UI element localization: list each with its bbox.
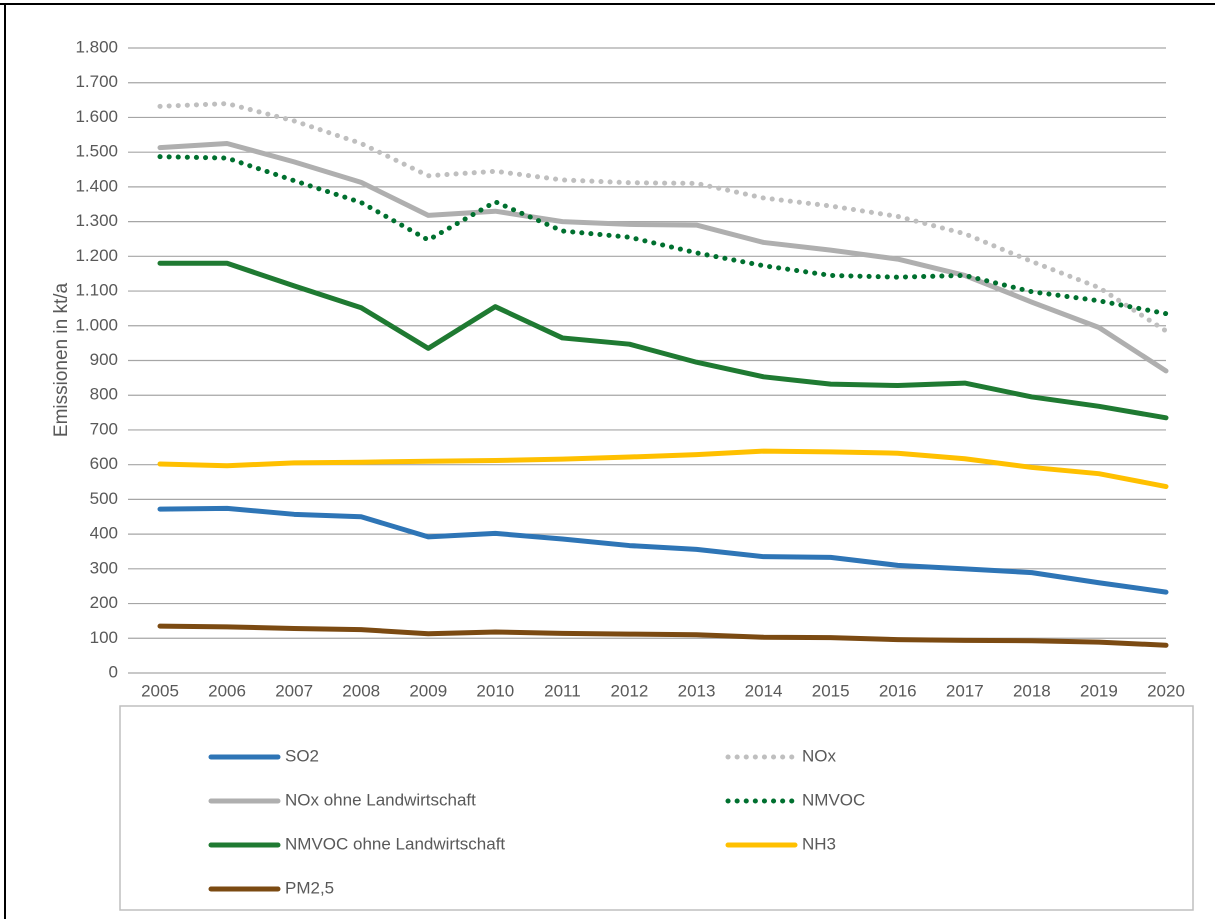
y-axis-title: Emissionen in kt/a (51, 282, 72, 437)
y-tick-label: 1.500 (75, 142, 118, 161)
series-line (157, 623, 1169, 648)
y-tick-label: 1.200 (75, 246, 118, 265)
x-tick-label: 2017 (946, 681, 984, 700)
x-tick-label: 2009 (409, 681, 447, 700)
y-tick-label: 200 (90, 593, 118, 612)
legend-label: SO2 (285, 746, 319, 765)
y-tick-label: 500 (90, 489, 118, 508)
legend-label: NOx ohne Landwirtschaft (285, 790, 476, 809)
y-tick-label: 1.000 (75, 315, 118, 334)
legend-label: NOx (802, 746, 837, 765)
y-tick-label: 300 (90, 558, 118, 577)
x-tick-label: 2005 (141, 681, 179, 700)
y-tick-label: 800 (90, 385, 118, 404)
x-tick-label: 2014 (745, 681, 783, 700)
y-tick-label: 900 (90, 350, 118, 369)
series-line (157, 154, 1169, 317)
legend-label: NMVOC ohne Landwirtschaft (285, 834, 505, 853)
x-tick-label: 2010 (476, 681, 514, 700)
x-tick-label: 2015 (812, 681, 850, 700)
y-tick-label: 1.800 (75, 37, 118, 56)
x-tick-label: 2019 (1080, 681, 1118, 700)
y-tick-label: 1.600 (75, 107, 118, 126)
y-tick-label: 1.100 (75, 281, 118, 300)
x-tick-label: 2012 (611, 681, 649, 700)
x-tick-label: 2011 (544, 681, 581, 700)
series-line (157, 505, 1169, 595)
legend-label: NH3 (802, 834, 836, 853)
x-tick-label: 2007 (275, 681, 313, 700)
y-tick-label: 400 (90, 524, 118, 543)
series-line (157, 101, 1169, 334)
x-tick-label: 2016 (879, 681, 917, 700)
x-tick-label: 2020 (1147, 681, 1185, 700)
series-line (157, 260, 1169, 421)
y-tick-label: 1.300 (75, 211, 118, 230)
y-tick-label: 1.400 (75, 176, 118, 195)
x-tick-label: 2006 (208, 681, 246, 700)
series-line (157, 140, 1169, 374)
x-tick-label: 2013 (678, 681, 716, 700)
legend-label: PM2,5 (285, 878, 334, 897)
y-tick-label: 100 (90, 628, 118, 647)
legend-label: NMVOC (802, 790, 865, 809)
x-tick-label: 2008 (342, 681, 380, 700)
x-tick-label: 2018 (1013, 681, 1051, 700)
y-tick-label: 0 (109, 662, 118, 681)
legend-box (119, 705, 1194, 911)
y-tick-label: 1.700 (75, 72, 118, 91)
y-tick-label: 700 (90, 419, 118, 438)
y-tick-label: 600 (90, 454, 118, 473)
series-line (157, 448, 1169, 490)
